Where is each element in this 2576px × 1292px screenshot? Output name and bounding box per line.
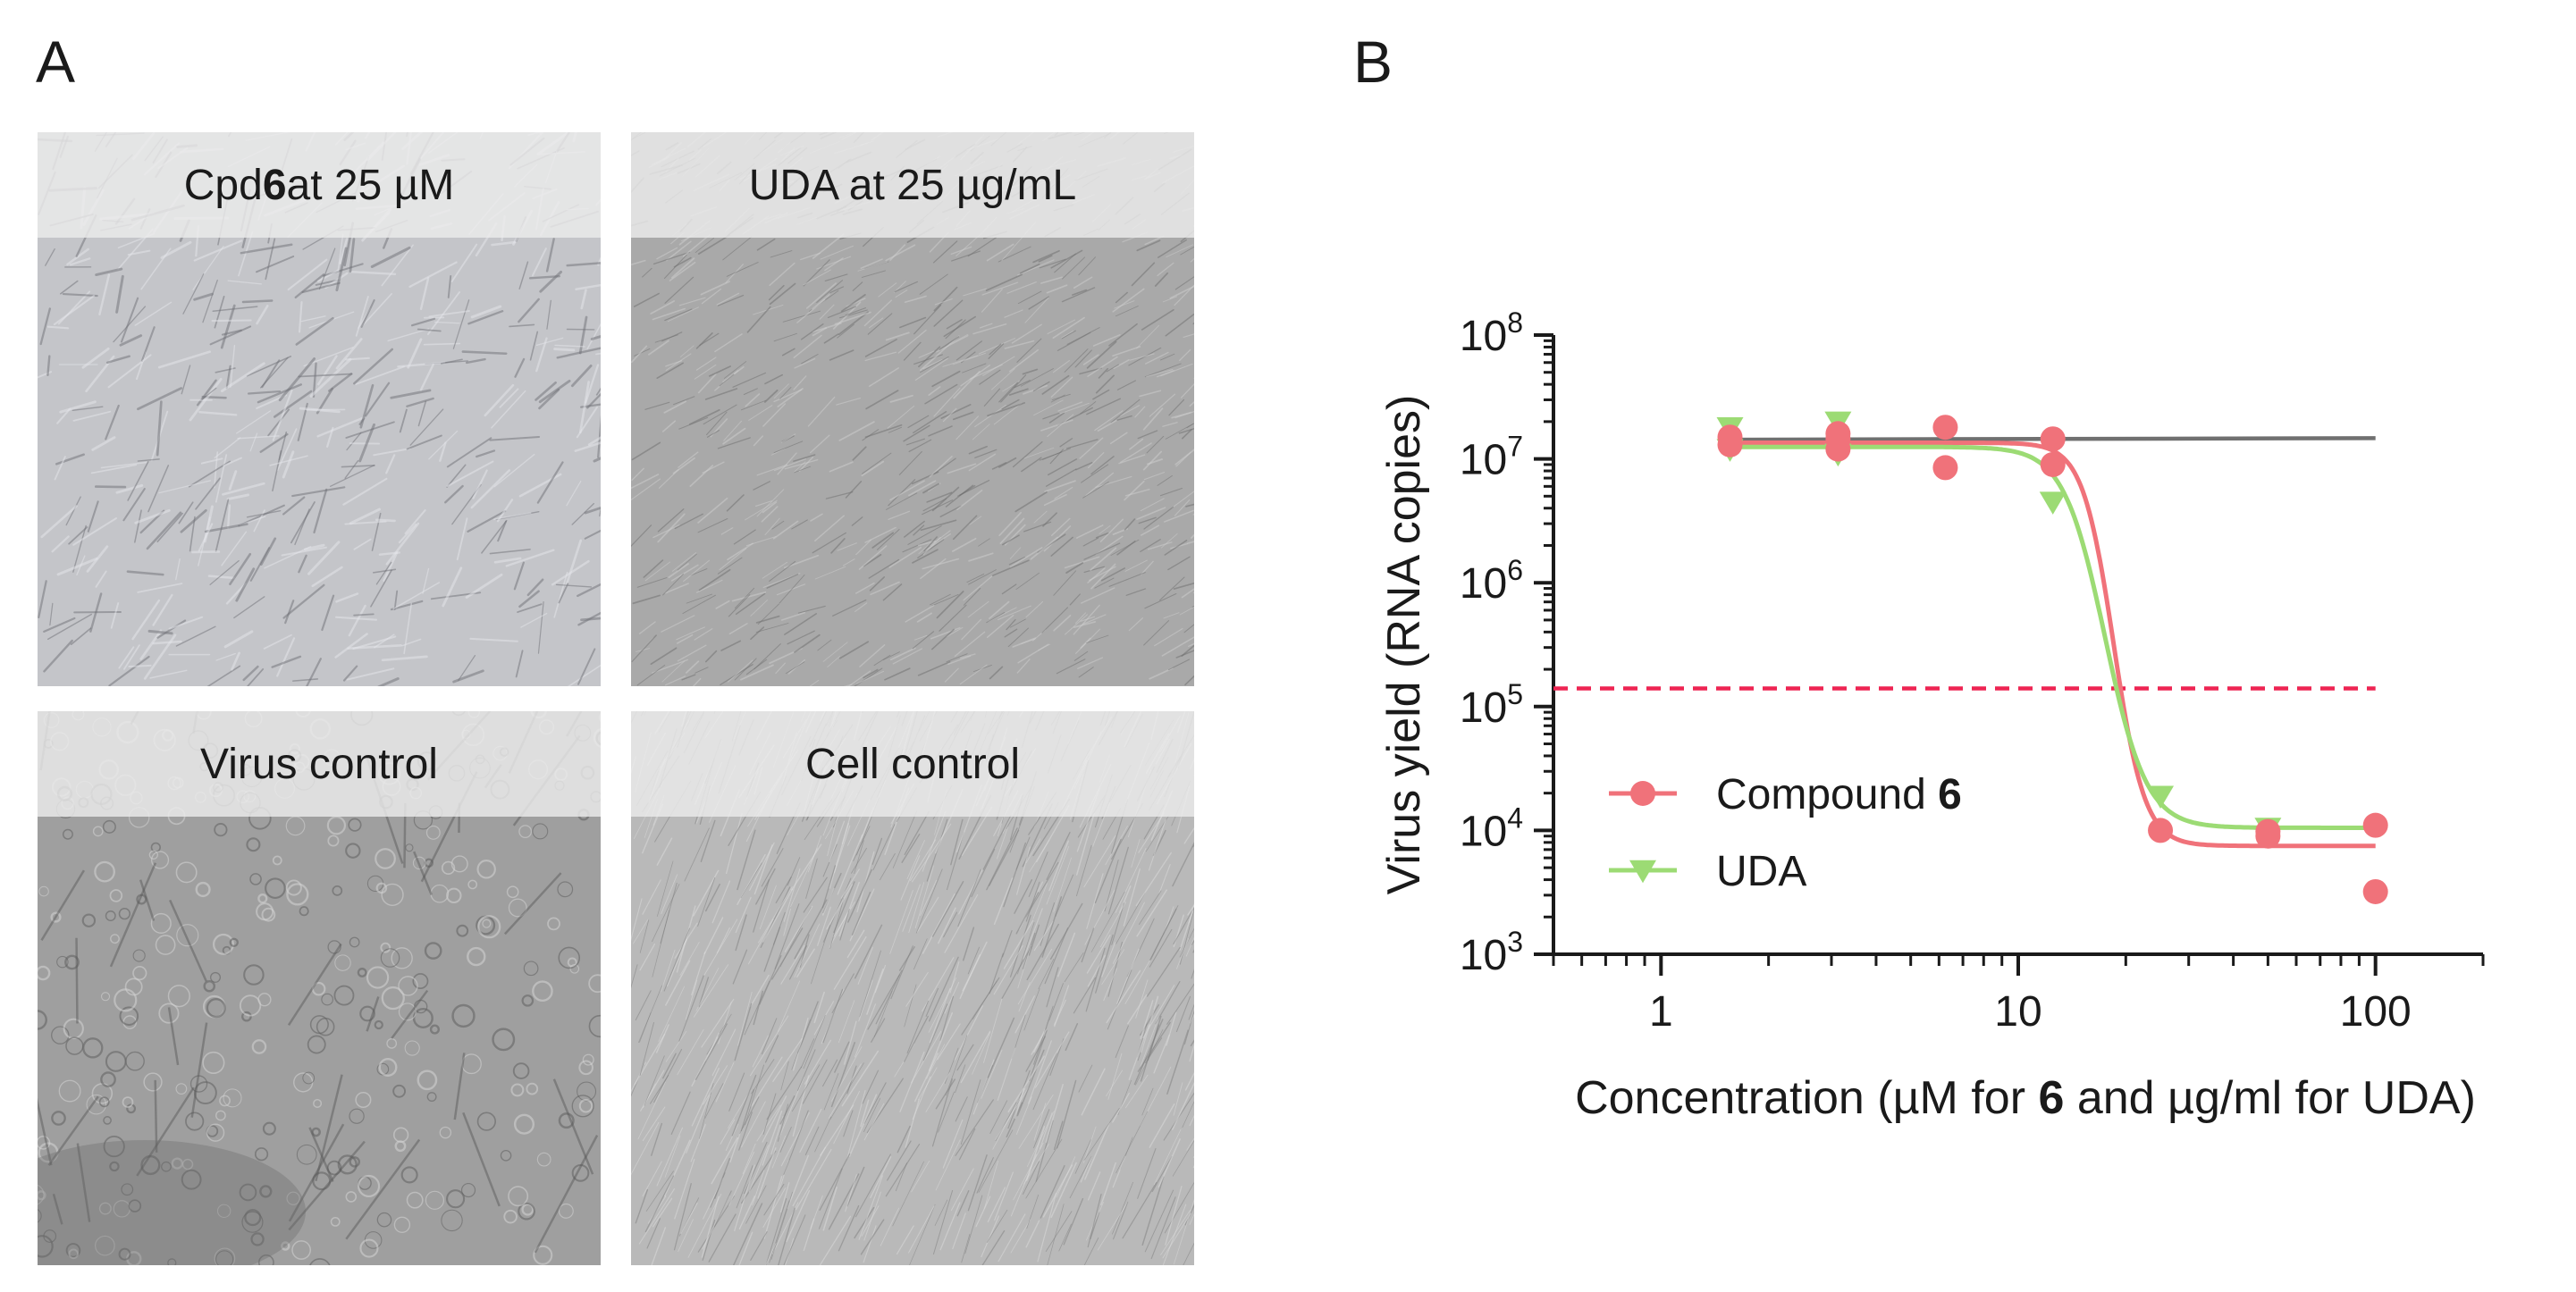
micrograph-virus-control-caption: Virus control bbox=[38, 711, 601, 817]
caption-text-post: at 25 µM bbox=[286, 161, 455, 209]
data-point bbox=[2255, 818, 2281, 844]
caption-text: UDA at 25 µg/mL bbox=[748, 161, 1077, 209]
caption-text: Virus control bbox=[200, 740, 438, 788]
y-tick-label: 106 bbox=[1460, 554, 1523, 608]
data-point bbox=[1717, 424, 1743, 450]
y-tick-label: 107 bbox=[1460, 431, 1523, 484]
legend-marker bbox=[1629, 860, 1656, 884]
panel-a-label: A bbox=[36, 29, 76, 95]
micrograph-cpd6: Cpd 6 at 25 µM bbox=[38, 132, 601, 686]
y-axis-title: Virus yield (RNA copies) bbox=[1378, 395, 1430, 895]
y-tick-label: 104 bbox=[1460, 801, 1523, 855]
data-point bbox=[1932, 415, 1958, 440]
data-point bbox=[2040, 426, 2066, 452]
caption-text: Cpd bbox=[183, 161, 263, 209]
x-axis-title: Concentration (µM for 6 and µg/ml for UD… bbox=[1575, 1072, 2476, 1124]
data-point bbox=[2147, 785, 2175, 810]
caption-text: Cell control bbox=[804, 740, 1021, 788]
caption-bold: 6 bbox=[262, 161, 287, 209]
data-point bbox=[1825, 421, 1851, 447]
data-point bbox=[2362, 878, 2388, 904]
data-point bbox=[2039, 491, 2067, 515]
data-point bbox=[2148, 818, 2174, 843]
micrograph-virus-control: Virus control bbox=[38, 711, 601, 1265]
panel-b-label: B bbox=[1353, 29, 1393, 95]
micrograph-cpd6-caption: Cpd 6 at 25 µM bbox=[38, 132, 601, 238]
legend-marker bbox=[1630, 781, 1655, 806]
data-point bbox=[2362, 812, 2388, 838]
x-tick-label: 1 bbox=[1649, 988, 1673, 1036]
data-point bbox=[2040, 451, 2066, 477]
micrograph-uda-caption: UDA at 25 µg/mL bbox=[631, 132, 1194, 238]
x-tick-label: 10 bbox=[1994, 988, 2041, 1036]
micrograph-cell-control: Cell control bbox=[631, 711, 1194, 1265]
micrograph-uda: UDA at 25 µg/mL bbox=[631, 132, 1194, 686]
y-tick-label: 105 bbox=[1460, 678, 1523, 732]
data-point bbox=[1932, 455, 1958, 481]
y-tick-label: 103 bbox=[1460, 926, 1523, 979]
x-tick-label: 100 bbox=[2340, 988, 2412, 1036]
y-tick-label: 108 bbox=[1460, 306, 1523, 360]
legend-label: UDA bbox=[1716, 848, 1806, 895]
micrograph-cell-control-caption: Cell control bbox=[631, 711, 1194, 817]
legend-label: Compound 6 bbox=[1716, 771, 1962, 818]
